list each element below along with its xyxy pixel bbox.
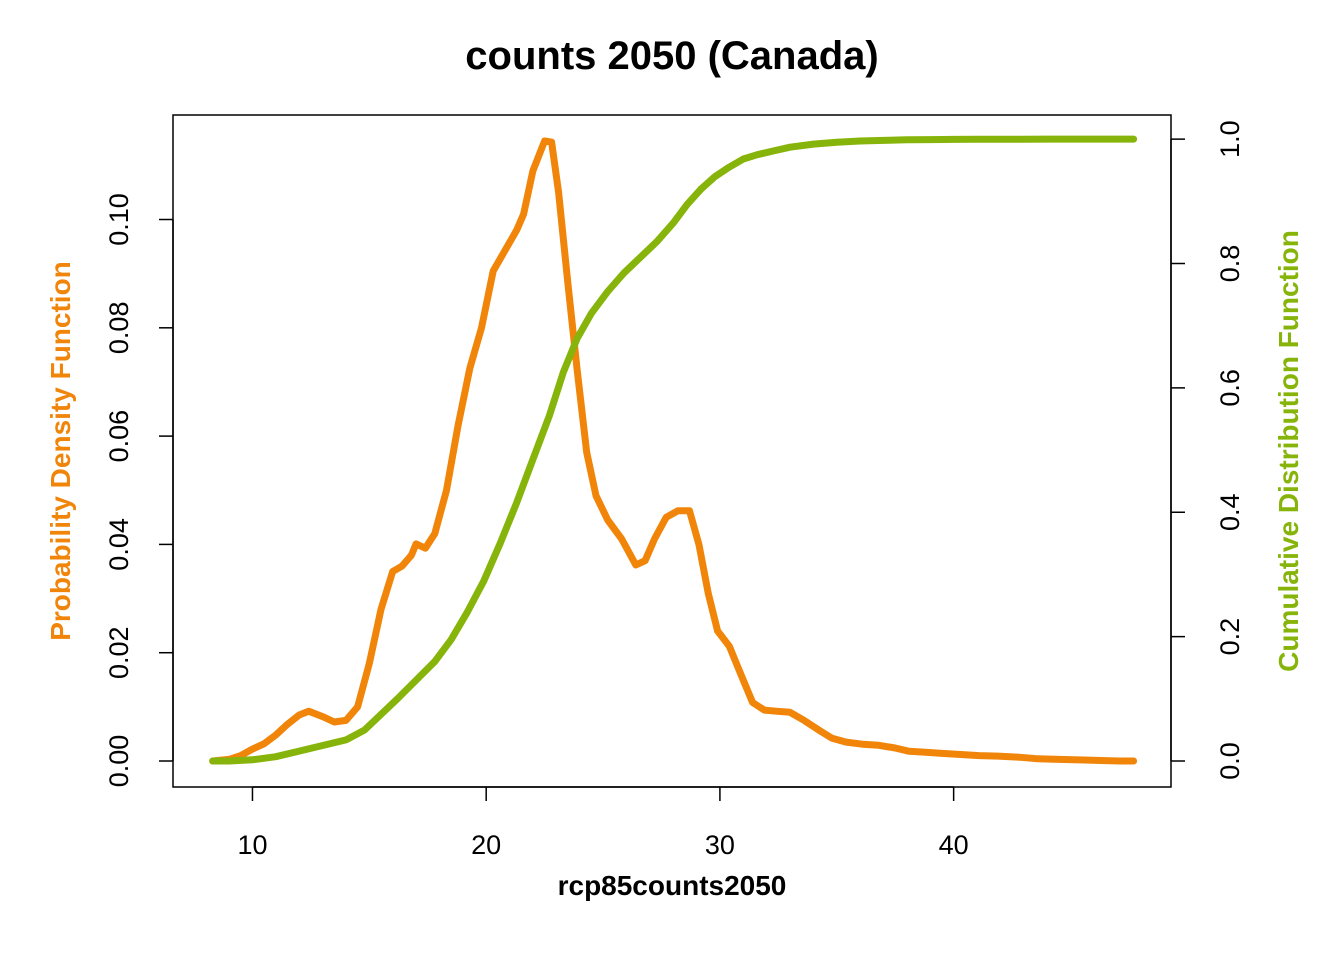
- y-left-tick-label: 0.08: [104, 302, 134, 355]
- y-left-tick-label: 0.10: [104, 193, 134, 246]
- x-tick-label: 30: [705, 830, 735, 860]
- y-left-tick-label: 0.02: [104, 626, 134, 679]
- plot-frame: [172, 114, 1172, 788]
- y-axis-left: 0.00 0.02 0.04 0.06 0.08 0.10: [104, 193, 174, 788]
- y-left-tick-label: 0.00: [104, 735, 134, 788]
- y-axis-right-label: Cumulative Distribution Function: [1273, 230, 1304, 672]
- y-axis-left-label: Probability Density Function: [45, 261, 76, 641]
- y-left-tick-label: 0.04: [104, 518, 134, 571]
- y-right-tick-label: 0.8: [1215, 245, 1245, 283]
- chart-title: counts 2050 (Canada): [465, 34, 878, 78]
- y-right-tick-label: 0.4: [1215, 493, 1245, 531]
- pdf-series-line: [209, 137, 1138, 765]
- x-tick-label: 40: [939, 830, 969, 860]
- x-axis: 10 20 30 40: [237, 786, 969, 860]
- y-left-tick-label: 0.06: [104, 410, 134, 463]
- x-tick-label: 10: [237, 830, 267, 860]
- y-right-tick-label: 0.0: [1215, 742, 1245, 780]
- y-right-tick-label: 1.0: [1215, 120, 1245, 158]
- x-tick-label: 20: [471, 830, 501, 860]
- y-right-tick-label: 0.6: [1215, 369, 1245, 407]
- cdf-series-line: [209, 135, 1138, 765]
- y-axis-right: 0.0 0.2 0.4 0.6 0.8 1.0: [1170, 120, 1245, 780]
- x-axis-label: rcp85counts2050: [558, 870, 787, 901]
- series-layer: [209, 135, 1138, 765]
- y-right-tick-label: 0.2: [1215, 618, 1245, 656]
